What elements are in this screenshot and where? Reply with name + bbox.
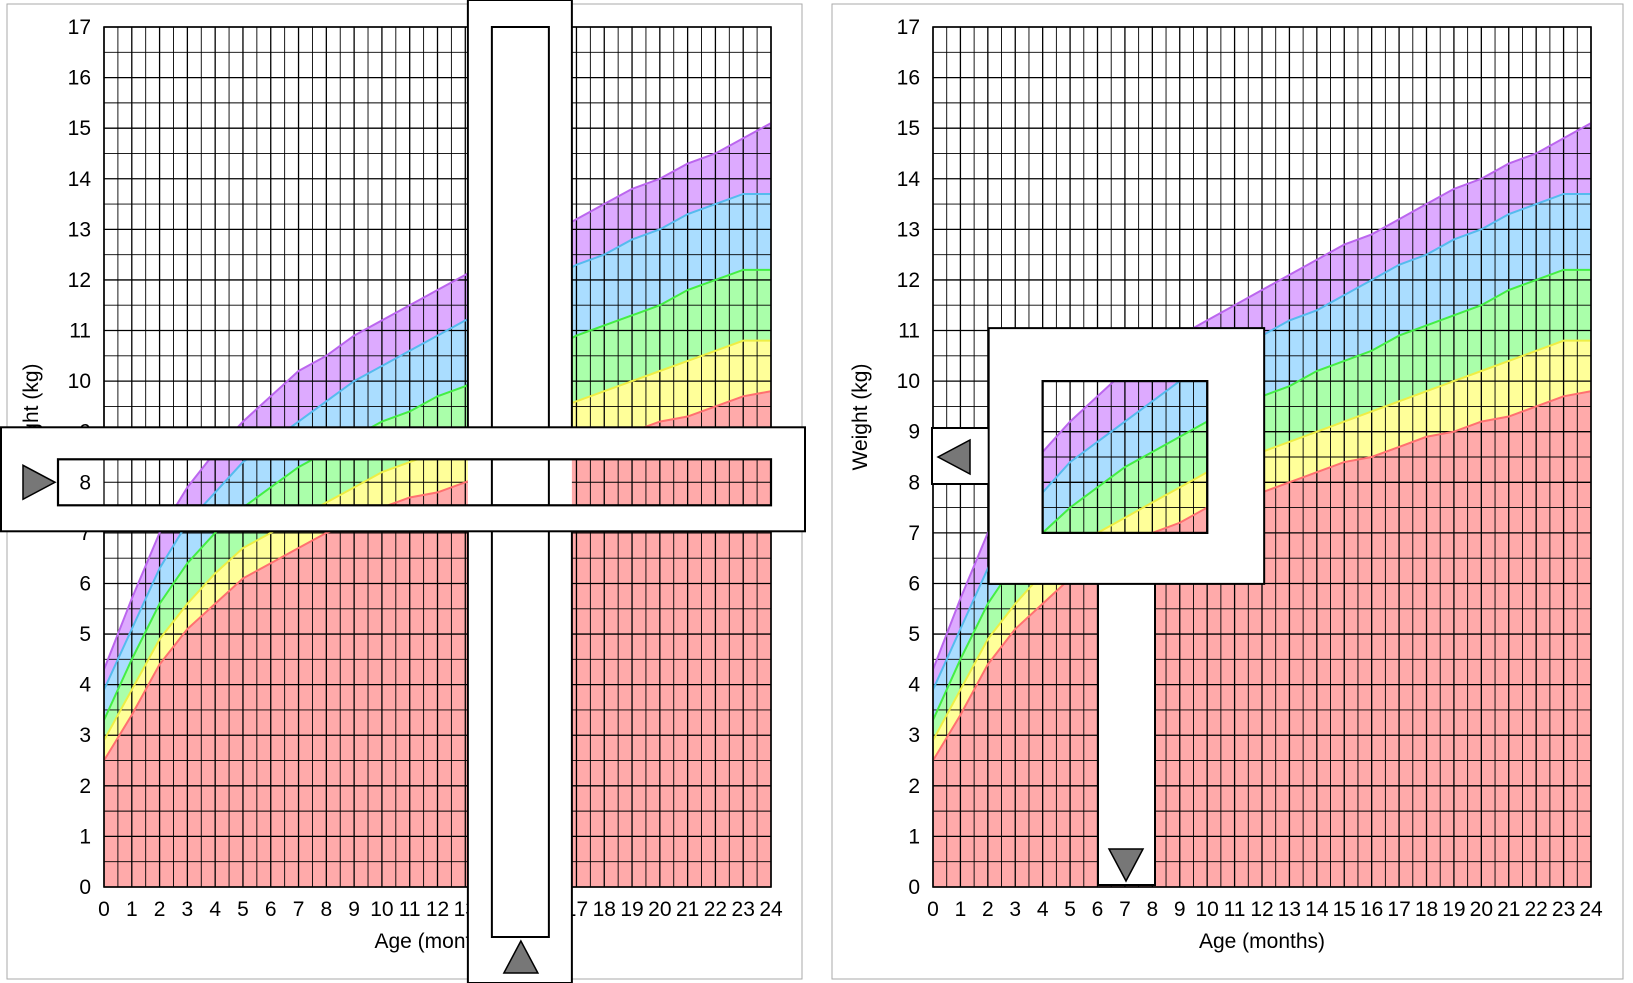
- x-tick-label: 20: [1470, 898, 1493, 921]
- triangle-left-icon[interactable]: [936, 438, 971, 476]
- row-strip-line-3: [202, 459, 249, 506]
- triangle-right-icon[interactable]: [22, 464, 57, 501]
- y-tick-label: 16: [897, 67, 920, 90]
- y-tick-label: 16: [68, 67, 91, 90]
- weight-row-strip: [58, 459, 771, 506]
- x-tick-label: 4: [1037, 898, 1049, 921]
- y-tick-label: 1: [79, 825, 91, 848]
- x-tick-label: 23: [1552, 898, 1575, 921]
- y-axis-label: Weight (kg): [849, 364, 872, 471]
- x-tick-label: 8: [320, 898, 332, 921]
- x-tick-label: 23: [732, 898, 755, 921]
- x-tick-label: 24: [1579, 898, 1603, 921]
- y-tick-label: 5: [908, 623, 920, 646]
- y-tick-label: 4: [908, 674, 920, 697]
- y-tick-label: 14: [897, 168, 921, 191]
- y-tick-label: 15: [68, 117, 91, 140]
- x-tick-label: 10: [1195, 898, 1218, 921]
- x-tick-label: 19: [620, 898, 643, 921]
- y-tick-label: 11: [69, 320, 91, 343]
- x-tick-label: 5: [1064, 898, 1076, 921]
- y-tick-label: 10: [897, 370, 920, 393]
- x-tick-label: 1: [126, 898, 138, 921]
- y-tick-label: 5: [79, 623, 91, 646]
- y-tick-label: 17: [897, 16, 920, 39]
- y-tick-label: 1: [908, 825, 920, 848]
- x-tick-label: 12: [426, 898, 449, 921]
- x-tick-label: 22: [1524, 898, 1547, 921]
- y-tick-label: 11: [898, 320, 920, 343]
- y-tick-label: 8: [908, 471, 920, 494]
- x-tick-label: 15: [1333, 898, 1356, 921]
- y-tick-label: 3: [908, 724, 920, 747]
- x-tick-label: 14: [1305, 898, 1329, 921]
- x-tick-label: 18: [593, 898, 616, 921]
- triangle-up-icon[interactable]: [502, 939, 540, 974]
- weight-slider-window: [56, 458, 773, 507]
- y-tick-label: 4: [79, 674, 91, 697]
- y-tick-label: 12: [897, 269, 920, 292]
- x-tick-label: 6: [1092, 898, 1104, 921]
- x-tick-label: 19: [1442, 898, 1465, 921]
- age-pointer-track[interactable]: [1097, 579, 1156, 886]
- x-tick-label: 9: [348, 898, 360, 921]
- x-tick-label: 5: [237, 898, 249, 921]
- x-tick-label: 24: [759, 898, 783, 921]
- zoom-window-content: [1042, 381, 1208, 533]
- y-tick-label: 3: [79, 724, 91, 747]
- x-tick-label: 12: [1250, 898, 1273, 921]
- series-line-2: [104, 268, 771, 721]
- x-tick-label: 4: [209, 898, 221, 921]
- x-tick-label: 2: [154, 898, 166, 921]
- y-tick-label: 7: [908, 522, 920, 545]
- y-tick-label: 2: [79, 775, 91, 798]
- y-tick-label: 7: [79, 522, 91, 545]
- crossing-window: [490, 459, 550, 506]
- y-tick-label: 10: [68, 370, 91, 393]
- x-axis-label: Age (months): [1199, 930, 1325, 953]
- y-tick-label: 15: [897, 117, 920, 140]
- x-tick-label: 1: [955, 898, 967, 921]
- x-tick-label: 8: [1146, 898, 1158, 921]
- y-tick-label: 0: [908, 876, 920, 899]
- x-tick-label: 0: [98, 898, 110, 921]
- y-tick-label: 17: [68, 16, 91, 39]
- x-tick-label: 21: [1497, 898, 1520, 921]
- x-tick-label: 0: [927, 898, 939, 921]
- x-tick-label: 3: [182, 898, 194, 921]
- x-tick-label: 2: [982, 898, 994, 921]
- x-tick-label: 9: [1174, 898, 1186, 921]
- y-tick-label: 13: [68, 218, 91, 241]
- x-tick-label: 3: [1009, 898, 1021, 921]
- left-crosshair-overlay[interactable]: 8: [0, 0, 806, 983]
- y-tick-label: 2: [908, 775, 920, 798]
- y-tick-label: 6: [908, 572, 920, 595]
- triangle-down-icon[interactable]: [1107, 848, 1145, 883]
- x-tick-label: 6: [265, 898, 277, 921]
- row-weight-label: 8: [79, 471, 91, 494]
- y-tick-label: 14: [68, 168, 92, 191]
- right-zoom-overlay[interactable]: [931, 27, 1591, 887]
- x-tick-label: 13: [1278, 898, 1301, 921]
- y-tick-label: 12: [68, 269, 91, 292]
- y-tick-label: 13: [897, 218, 920, 241]
- x-tick-label: 7: [1119, 898, 1131, 921]
- x-tick-label: 21: [676, 898, 699, 921]
- x-tick-label: 18: [1415, 898, 1438, 921]
- y-tick-label: 9: [908, 421, 920, 444]
- x-tick-label: 11: [1224, 898, 1246, 921]
- x-tick-label: 11: [399, 898, 421, 921]
- x-tick-label: 17: [1387, 898, 1410, 921]
- x-tick-label: 10: [370, 898, 393, 921]
- y-tick-label: 0: [79, 876, 91, 899]
- x-tick-label: 16: [1360, 898, 1383, 921]
- y-tick-label: 6: [79, 572, 91, 595]
- x-tick-label: 7: [293, 898, 305, 921]
- x-tick-label: 20: [648, 898, 671, 921]
- zoom-window-outline: [1041, 380, 1209, 534]
- row-strip-line-0: [385, 459, 542, 506]
- x-tick-label: 22: [704, 898, 727, 921]
